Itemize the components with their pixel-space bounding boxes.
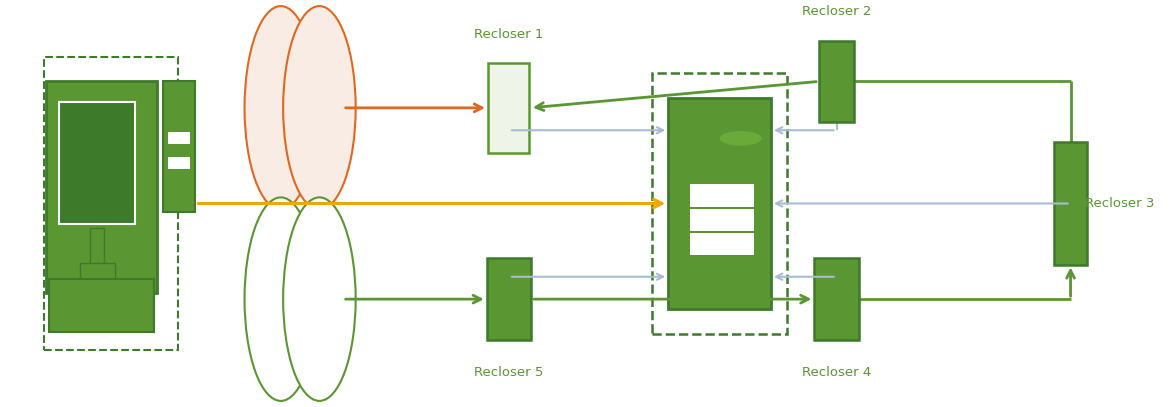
Bar (487, 258, 531, 340)
Text: Recloser 4: Recloser 4 (801, 366, 872, 379)
Ellipse shape (245, 197, 317, 401)
Ellipse shape (283, 6, 356, 210)
Bar (489, 63, 529, 153)
Bar (168, 157, 190, 169)
Circle shape (720, 131, 762, 146)
Bar (819, 41, 854, 122)
Bar (690, 233, 755, 256)
Text: Recloser 3: Recloser 3 (1085, 197, 1154, 210)
Bar (168, 132, 190, 144)
Bar (49, 279, 154, 332)
Ellipse shape (283, 197, 356, 401)
Bar (80, 263, 115, 279)
Bar (90, 228, 104, 269)
Bar (1054, 142, 1087, 265)
Text: Recloser 2: Recloser 2 (801, 5, 872, 18)
Text: Recloser 1: Recloser 1 (474, 28, 544, 41)
Bar (652, 73, 787, 334)
Bar (668, 98, 771, 309)
Bar (814, 258, 859, 340)
Bar (163, 81, 195, 212)
Bar (690, 208, 755, 231)
Bar (690, 184, 755, 207)
Ellipse shape (245, 6, 317, 210)
Bar (58, 102, 135, 224)
Bar (46, 81, 157, 293)
Text: Recloser 5: Recloser 5 (474, 366, 544, 379)
Bar (44, 57, 178, 350)
